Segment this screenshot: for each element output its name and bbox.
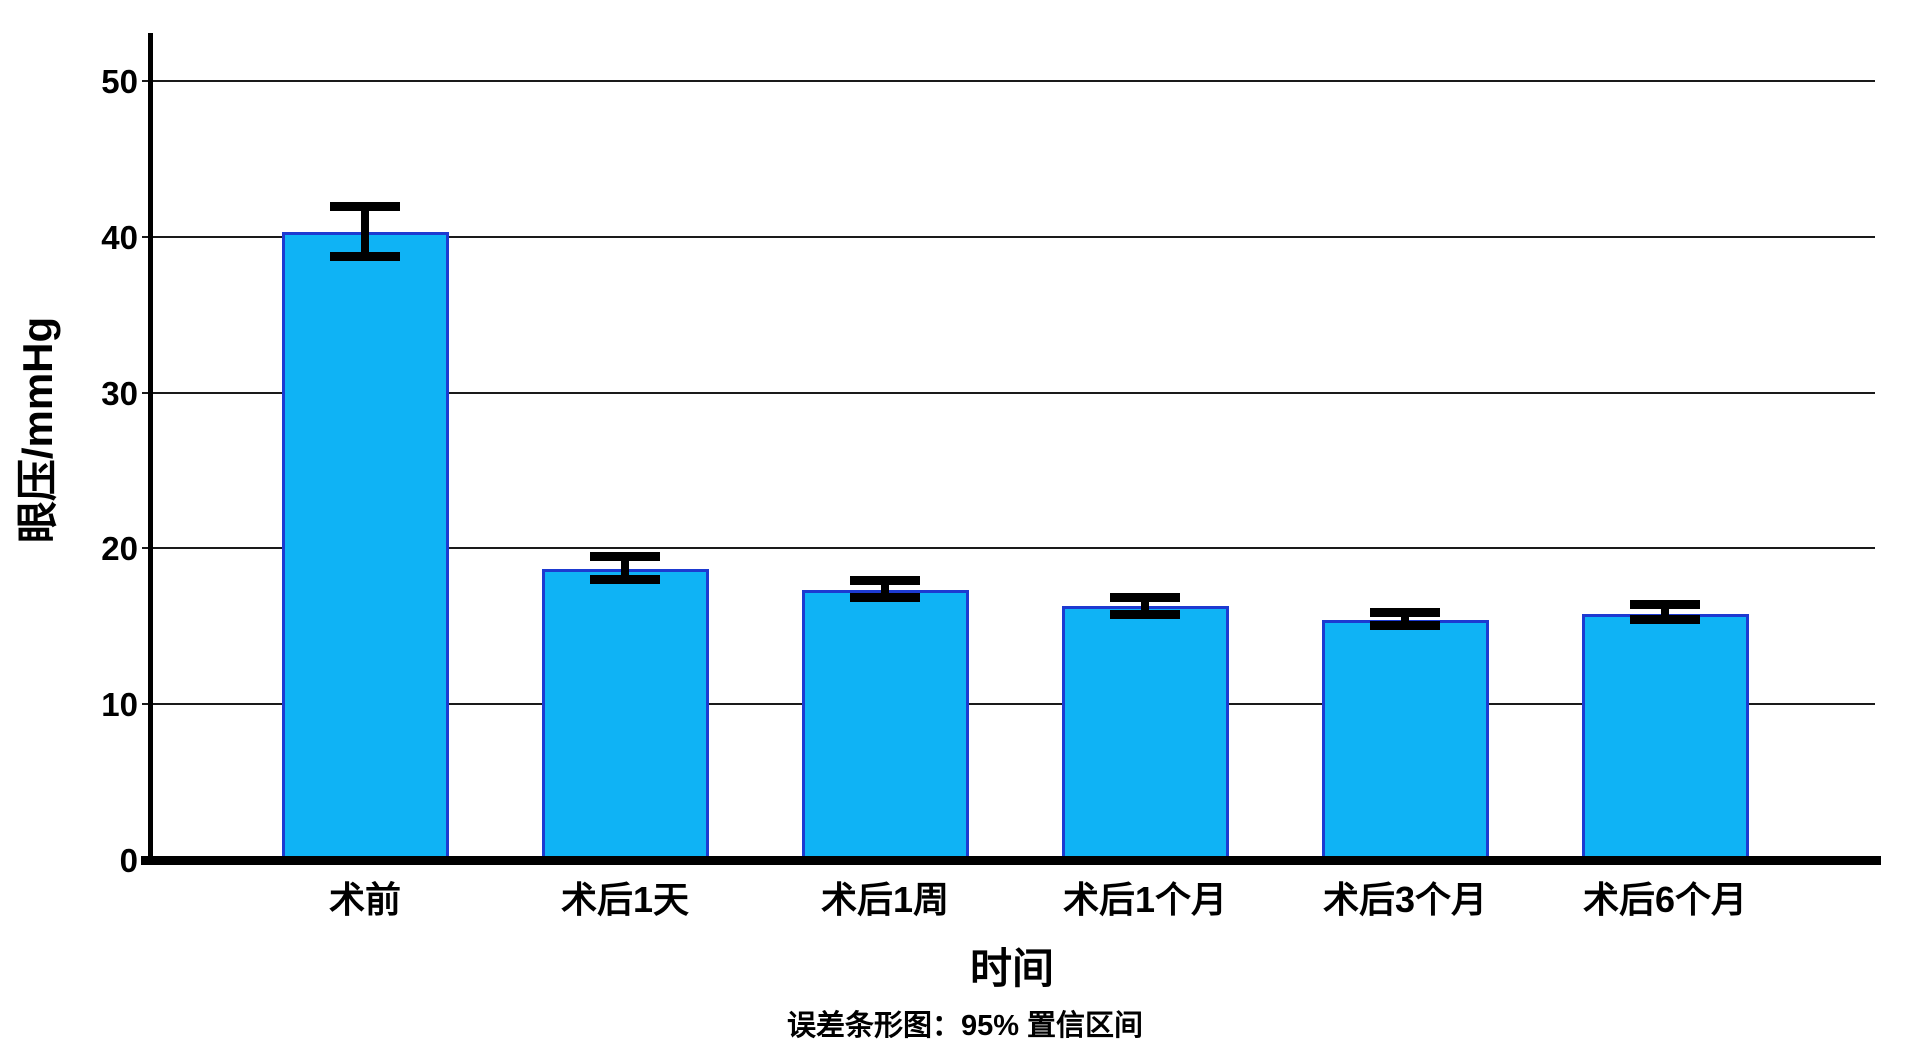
error-bar-line [1401,612,1409,627]
error-bar-cap-top [590,552,660,562]
gridline [142,80,1875,82]
chart-caption: 误差条形图：95% 置信区间 [786,1010,1144,1042]
error-bar-cap-bottom [330,252,400,262]
bar [801,590,969,858]
gridline [142,547,1875,550]
y-tick-label: 10 [101,686,138,724]
error-bar-cap-bottom [1370,621,1440,631]
y-axis-title: 眼压/mmHg [14,316,61,544]
bar [1061,606,1229,858]
x-tick-label: 术后1周 [820,879,950,920]
x-tick-label: 术前 [328,879,402,920]
error-bar-cap-bottom [590,574,660,584]
error-bar-cap-top [850,575,920,585]
y-tick-label: 30 [101,374,138,412]
x-tick-label: 术后3个月 [1322,879,1488,920]
bar [1321,620,1489,858]
gridline [142,235,1875,238]
error-bar-line [621,556,629,580]
bar [281,232,449,858]
y-tick-label: 20 [101,530,138,568]
bar [1581,613,1749,858]
error-bar-cap-top [1110,592,1180,602]
gridline [142,391,1875,394]
x-axis-line [141,856,1881,865]
error-bar-cap-top [1630,600,1700,610]
error-bar-cap-top [1370,608,1440,618]
x-tick-label: 术后6个月 [1582,879,1748,920]
error-bar-line [1661,604,1669,621]
gridline [142,703,1875,706]
error-bar-cap-bottom [1110,610,1180,620]
x-axis-title: 时间 [969,945,1055,992]
y-tick-label: 40 [101,218,138,256]
x-tick-label: 术后1天 [560,879,690,920]
error-bar-cap-top [330,201,400,211]
y-axis-line [148,33,153,860]
error-bar-cap-bottom [850,593,920,603]
error-bar-line [361,205,369,258]
y-tick-label: 0 [119,842,138,879]
x-tick-label: 术后1个月 [1062,879,1228,920]
bar [541,568,709,858]
y-tick-label: 50 [101,63,138,100]
error-bar-line [881,579,889,599]
error-bar-cap-bottom [1630,615,1700,625]
error-bar-line [1141,596,1149,616]
